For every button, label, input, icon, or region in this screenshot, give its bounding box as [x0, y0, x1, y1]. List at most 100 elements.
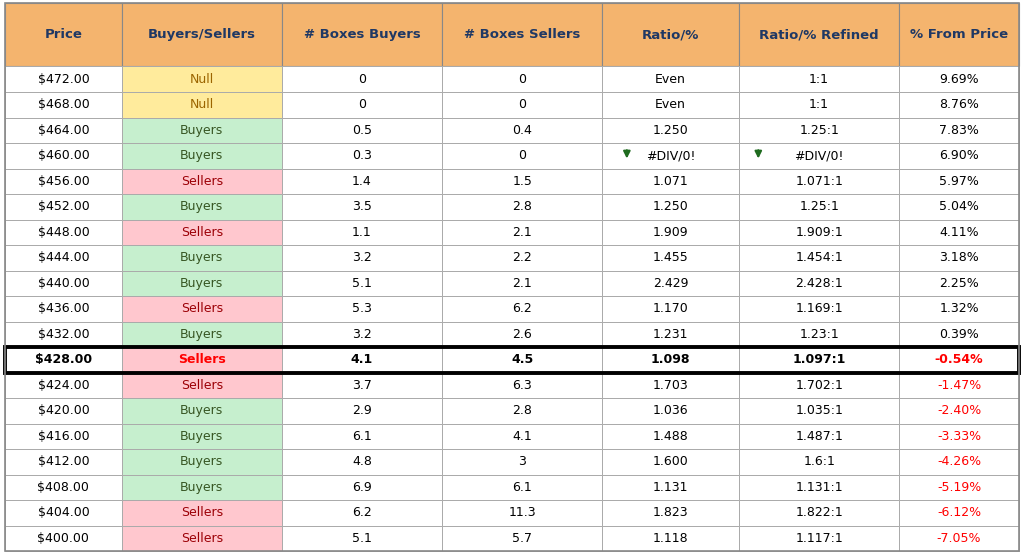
Text: Buyers: Buyers — [180, 481, 223, 494]
Text: $440.00: $440.00 — [38, 277, 89, 290]
Bar — [899, 500, 1019, 526]
Bar — [5, 373, 122, 398]
Text: 2.2: 2.2 — [512, 252, 532, 264]
Bar — [899, 143, 1019, 168]
Bar — [122, 219, 282, 245]
Bar — [739, 500, 899, 526]
Bar — [602, 66, 739, 92]
Bar — [122, 526, 282, 551]
Bar — [442, 373, 602, 398]
Text: Buyers: Buyers — [180, 430, 223, 443]
Bar — [442, 92, 602, 117]
Bar — [602, 475, 739, 500]
Text: $408.00: $408.00 — [38, 481, 89, 494]
Bar — [739, 219, 899, 245]
Text: 3: 3 — [518, 455, 526, 469]
Bar — [739, 296, 899, 322]
Bar — [282, 398, 442, 424]
Text: $444.00: $444.00 — [38, 252, 89, 264]
Text: 6.2: 6.2 — [352, 506, 372, 520]
Bar — [899, 194, 1019, 219]
Bar — [122, 245, 282, 270]
Text: 0: 0 — [518, 73, 526, 86]
Text: -0.54%: -0.54% — [935, 353, 983, 366]
Bar — [5, 194, 122, 219]
Bar — [899, 3, 1019, 66]
Text: 0: 0 — [358, 73, 366, 86]
Bar — [442, 219, 602, 245]
Text: Buyers: Buyers — [180, 124, 223, 137]
Text: $420.00: $420.00 — [38, 404, 89, 417]
Text: 5.1: 5.1 — [352, 277, 372, 290]
Bar — [602, 500, 739, 526]
Bar — [602, 373, 739, 398]
Text: 9.69%: 9.69% — [939, 73, 979, 86]
Bar — [5, 143, 122, 168]
Bar — [602, 194, 739, 219]
Bar — [739, 424, 899, 449]
Bar — [122, 296, 282, 322]
Bar — [442, 424, 602, 449]
Text: 4.1: 4.1 — [351, 353, 373, 366]
Text: 8.76%: 8.76% — [939, 98, 979, 111]
Text: 2.6: 2.6 — [512, 328, 532, 341]
Bar — [122, 3, 282, 66]
Bar — [602, 347, 739, 373]
Bar — [899, 66, 1019, 92]
Text: 2.25%: 2.25% — [939, 277, 979, 290]
Bar — [602, 398, 739, 424]
Bar — [899, 296, 1019, 322]
Bar — [282, 143, 442, 168]
Text: 3.18%: 3.18% — [939, 252, 979, 264]
Text: 3.5: 3.5 — [352, 201, 372, 213]
Text: 2.1: 2.1 — [512, 226, 532, 239]
Bar — [282, 373, 442, 398]
Bar — [602, 92, 739, 117]
Bar — [442, 500, 602, 526]
Bar — [899, 398, 1019, 424]
Bar — [5, 219, 122, 245]
Bar — [442, 347, 602, 373]
Text: 7.83%: 7.83% — [939, 124, 979, 137]
Bar — [442, 475, 602, 500]
Text: 4.8: 4.8 — [352, 455, 372, 469]
Bar — [442, 245, 602, 270]
Bar — [602, 219, 739, 245]
Text: 0: 0 — [518, 149, 526, 162]
Text: #DIV/0!: #DIV/0! — [795, 149, 844, 162]
Bar — [282, 296, 442, 322]
Bar — [442, 66, 602, 92]
Text: Buyers/Sellers: Buyers/Sellers — [147, 28, 256, 41]
Bar — [899, 168, 1019, 194]
Bar — [5, 322, 122, 347]
Bar — [122, 373, 282, 398]
Text: $452.00: $452.00 — [38, 201, 89, 213]
Text: 1.5: 1.5 — [512, 175, 532, 188]
Bar — [442, 143, 602, 168]
Text: 1.1: 1.1 — [352, 226, 372, 239]
Bar — [442, 117, 602, 143]
Text: 0.5: 0.5 — [352, 124, 372, 137]
Bar — [282, 66, 442, 92]
Bar — [282, 92, 442, 117]
Bar — [739, 168, 899, 194]
Text: 1.454:1: 1.454:1 — [796, 252, 843, 264]
Bar — [739, 270, 899, 296]
Text: Buyers: Buyers — [180, 277, 223, 290]
Bar — [739, 449, 899, 475]
Text: 1.035:1: 1.035:1 — [796, 404, 843, 417]
Text: 1.036: 1.036 — [653, 404, 688, 417]
Bar — [739, 117, 899, 143]
Bar — [442, 194, 602, 219]
Bar — [899, 219, 1019, 245]
Text: $460.00: $460.00 — [38, 149, 89, 162]
Text: 1:1: 1:1 — [809, 98, 829, 111]
Text: 1.702:1: 1.702:1 — [796, 379, 843, 392]
Bar — [739, 322, 899, 347]
Bar — [739, 475, 899, 500]
Text: Null: Null — [189, 73, 214, 86]
Bar — [899, 475, 1019, 500]
Bar — [5, 66, 122, 92]
Bar — [5, 347, 1019, 373]
Text: 3.7: 3.7 — [352, 379, 372, 392]
